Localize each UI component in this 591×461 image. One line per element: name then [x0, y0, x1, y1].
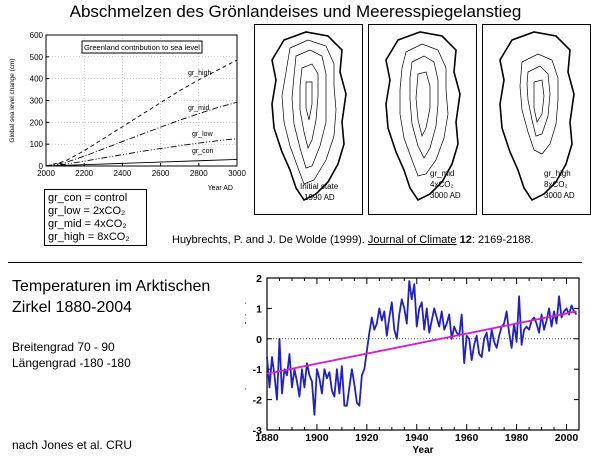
y-axis-label: Temperature Anomaly (°C) — [245, 301, 246, 407]
map-label: 3000 AD — [544, 191, 575, 200]
greenland-map-panels: Initial state 1990 AD gr_mid 4xCO₂ 3000 … — [254, 24, 591, 215]
source-note: nach Jones et al. CRU — [12, 438, 133, 452]
contour-line — [519, 53, 559, 155]
y-tick-label: 2 — [256, 273, 262, 285]
greenland-outline — [499, 31, 575, 202]
citation-volume: 12 — [456, 234, 472, 246]
map-label: 1990 AD — [304, 193, 335, 202]
x-tick-label: 1980 — [505, 432, 529, 444]
citation: Huybrechts, P. and J. De Wolde (1999). J… — [172, 234, 534, 246]
series-label-gr_con: gr_con — [192, 148, 214, 155]
map-panel-mid: gr_mid 4xCO₂ 3000 AD — [368, 24, 477, 215]
arctic-title-line1: Temperaturen im Arktischen — [12, 278, 211, 295]
contour-line — [399, 43, 449, 177]
y-tick-label: 300 — [30, 97, 44, 106]
greenland-outline — [385, 31, 461, 202]
y-tick-label: 200 — [30, 118, 44, 127]
arctic-title-line2: Zirkel 1880-2004 — [12, 299, 133, 316]
y-tick-label: 500 — [30, 53, 44, 62]
x-tick-label: 2200 — [75, 169, 93, 178]
series-line-gr_low — [45, 138, 238, 167]
series-line-gr_high — [45, 59, 238, 167]
sea-level-chart: 2000 2200 2400 2600 2800 3000 0 100 200 300 400 500… — [9, 31, 246, 192]
contour-line — [281, 39, 337, 185]
y-tick-label: -1 — [253, 364, 262, 376]
chart-title-box — [81, 40, 203, 54]
x-tick-label: 1940 — [405, 432, 429, 444]
x-tick-label: 1920 — [355, 432, 379, 444]
x-tick-label: 2400 — [114, 169, 132, 178]
map-label: Initial state — [300, 182, 339, 191]
citation-pages: : 2169-2188. — [471, 234, 534, 246]
greenland-outline — [271, 31, 347, 202]
citation-authors: Huybrechts, P. and J. De Wolde (1999). — [172, 234, 368, 246]
trend-line — [266, 310, 577, 375]
page-title: Abschmelzen des Grönlandeises und Meeres… — [69, 2, 522, 21]
latitude-range: Breitengrad 70 - 90 — [12, 340, 115, 354]
map-panel-initial: Initial state 1990 AD — [254, 24, 363, 215]
x-axis-label: Year — [412, 445, 433, 456]
map-label: gr_high — [544, 169, 571, 178]
x-tick-label: 1960 — [455, 432, 479, 444]
y-tick-label: -3 — [253, 425, 262, 437]
y-tick-label: -2 — [253, 395, 262, 407]
y-tick-label: 0 — [256, 334, 262, 346]
longitude-range: Längengrad -180 -180 — [12, 356, 131, 370]
x-tick-label: 2600 — [152, 169, 170, 178]
plot-frame — [266, 277, 580, 431]
legend-item-low: gr_low = 2xCO₂ — [48, 205, 126, 217]
x-tick-label: 3000 — [228, 169, 246, 178]
contour-line — [299, 63, 319, 150]
y-axis-label: Global sea level change (cm) — [9, 58, 16, 142]
map-label: gr_mid — [430, 169, 454, 178]
series-label-gr_mid: gr_mid — [188, 105, 210, 112]
contour-line — [526, 65, 551, 137]
arctic-section-title: Temperaturen im Arktischen Zirkel 1880-2… — [12, 276, 210, 318]
series-label-gr_low: gr_low — [192, 131, 214, 138]
x-tick-label: 2000 — [37, 169, 55, 178]
contour-line — [291, 49, 327, 169]
series-line-gr_mid — [45, 101, 238, 167]
x-axis-label: Year AD — [208, 185, 233, 192]
legend-item-control: gr_con = control — [48, 192, 128, 204]
y-tick-label: 600 — [30, 31, 44, 40]
citation-journal: Journal of Climate — [367, 234, 457, 246]
map-panel-high: gr_high 8xCO₂ 3000 AD — [482, 24, 591, 215]
map-label: 3000 AD — [430, 191, 461, 200]
contour-line — [409, 55, 439, 159]
y-tick-label: 400 — [30, 75, 44, 84]
x-tick-label: 1900 — [305, 432, 329, 444]
legend-item-high: gr_high = 8xCO₂ — [48, 231, 130, 243]
y-tick-label: 1 — [256, 303, 262, 315]
contour-line — [533, 79, 545, 123]
scenario-legend: gr_con = control gr_low = 2xCO₂ gr_mid =… — [44, 189, 147, 246]
series-label-gr_high: gr_high — [188, 70, 211, 77]
x-tick-label: 2800 — [190, 169, 208, 178]
contour-line — [415, 71, 431, 138]
y-tick-label: 100 — [30, 140, 44, 149]
x-tick-label: 1880 — [255, 432, 279, 444]
x-tick-label: 2000 — [555, 432, 579, 444]
legend-item-mid: gr_mid = 4xCO₂ — [48, 218, 127, 230]
contour-line — [305, 81, 313, 121]
temperature-series-line — [266, 280, 578, 416]
map-label: 8xCO₂ — [544, 180, 568, 189]
arctic-temperature-chart: 1880 1900 1920 1940 1960 1980 2000 -3 -2 -1 0 1 2 Yea… — [245, 273, 580, 456]
chart-title: Greenland contribution to sea level — [84, 43, 200, 52]
map-label: 4xCO₂ — [430, 180, 454, 189]
series-line-gr_con — [45, 159, 238, 167]
y-tick-label: 0 — [39, 162, 44, 171]
section-divider — [8, 262, 582, 263]
